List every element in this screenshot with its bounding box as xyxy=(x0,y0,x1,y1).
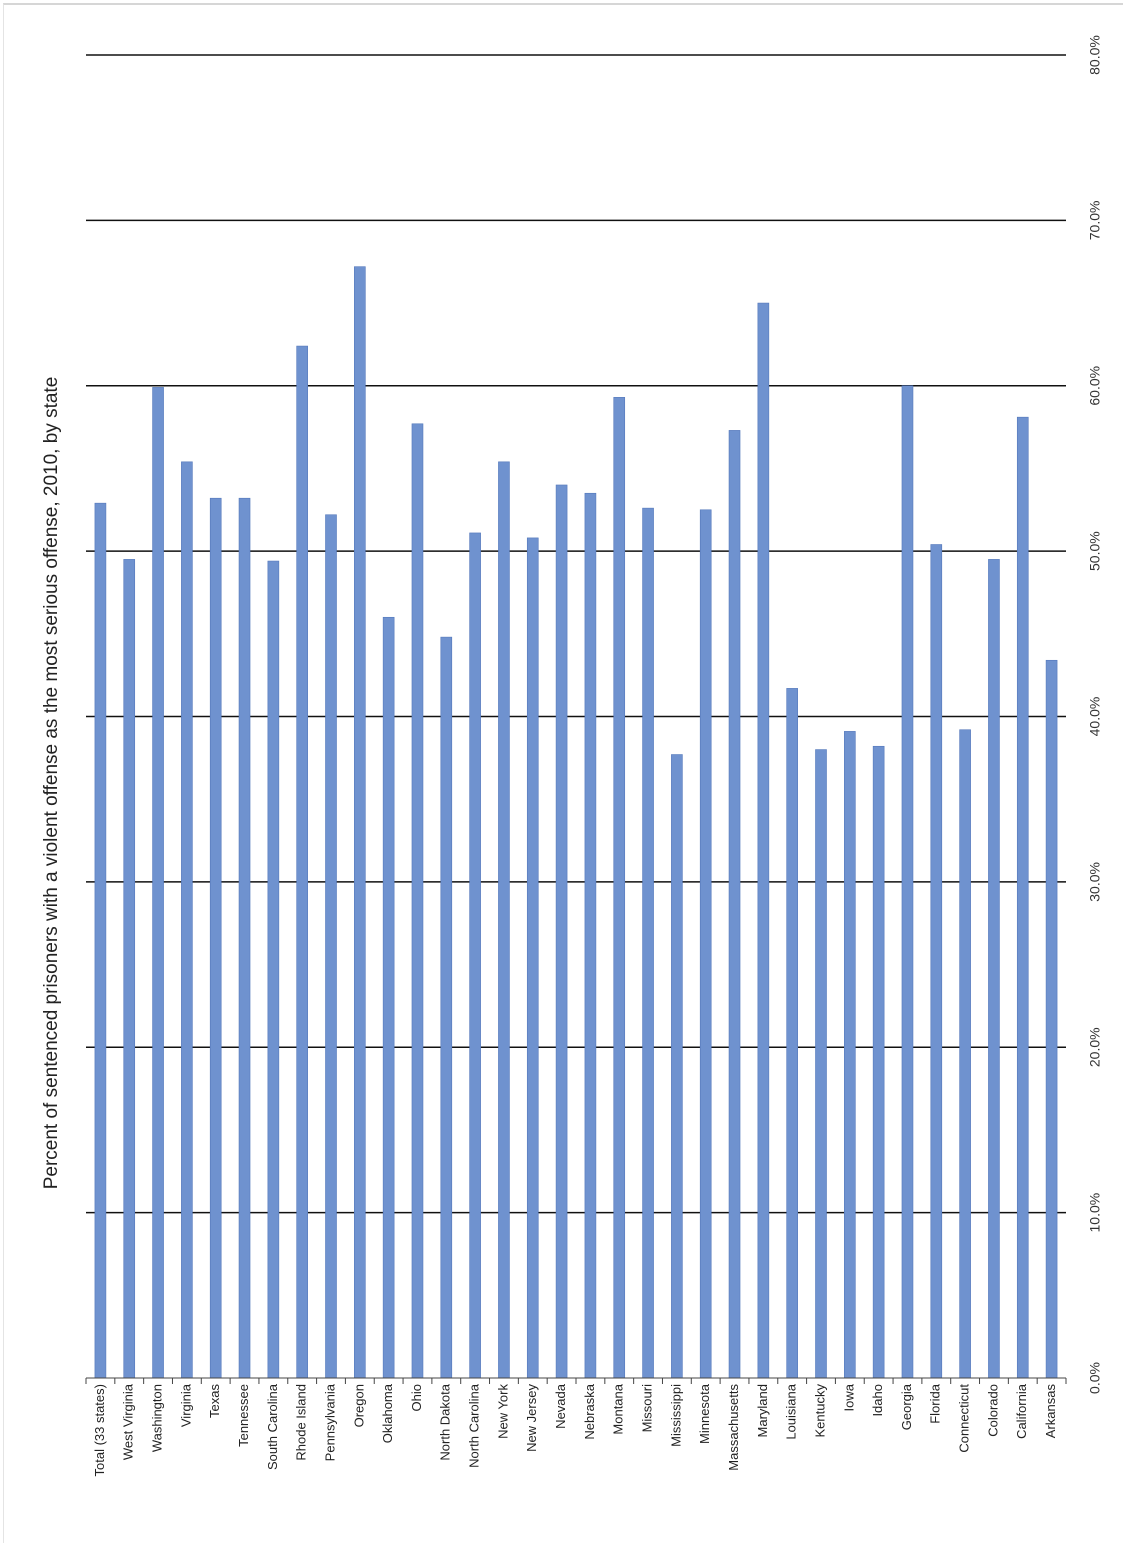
bar xyxy=(959,729,971,1379)
bar xyxy=(469,532,481,1379)
category-label: Total (33 states) xyxy=(92,1384,107,1477)
bar xyxy=(901,385,914,1379)
category-label: California xyxy=(1014,1383,1029,1439)
chart-title: Percent of sentenced prisoners with a vi… xyxy=(41,377,62,1190)
category-label: South Carolina xyxy=(265,1383,280,1470)
bar xyxy=(1016,416,1029,1379)
bar xyxy=(613,397,626,1379)
category-label: Minnesota xyxy=(697,1383,712,1444)
bar xyxy=(123,559,136,1379)
bar xyxy=(498,461,510,1379)
bar xyxy=(757,302,770,1379)
bar xyxy=(728,430,741,1379)
category-label: West Virginia xyxy=(121,1383,136,1460)
bar xyxy=(844,731,856,1379)
category-labels: Total (33 states) West Virginia Washington… xyxy=(92,1383,1058,1476)
value-tick-label: 10.0% xyxy=(1087,1193,1103,1233)
value-tick-label: 20.0% xyxy=(1087,1027,1103,1067)
axes xyxy=(85,1377,1067,1384)
category-label: Colorado xyxy=(985,1384,1000,1437)
bar xyxy=(988,559,1000,1379)
category-label: Missouri xyxy=(639,1384,654,1433)
bar xyxy=(1045,659,1058,1379)
category-label: Arkansas xyxy=(1043,1384,1058,1439)
value-tick-label: 80.0% xyxy=(1087,35,1103,75)
category-label: Virginia xyxy=(178,1383,193,1427)
category-label: Oregon xyxy=(351,1384,366,1427)
category-label: Nebraska xyxy=(582,1383,597,1439)
bar xyxy=(94,502,107,1379)
bar xyxy=(555,484,568,1379)
category-label: Georgia xyxy=(899,1383,914,1430)
bar xyxy=(411,423,424,1379)
category-label: Massachusetts xyxy=(726,1384,741,1471)
bar xyxy=(267,560,280,1379)
category-label: Ohio xyxy=(409,1384,424,1411)
bars xyxy=(94,266,1058,1379)
value-tick-labels: 0.0% 10.0% 20.0% 30.0% 40.0% 50.0% 60.0% 70.0% 8… xyxy=(1087,35,1103,1394)
category-label: Oklahoma xyxy=(380,1383,395,1443)
category-label: Mississippi xyxy=(668,1384,683,1447)
category-label: New Jersey xyxy=(524,1384,539,1452)
value-tick-label: 30.0% xyxy=(1087,862,1103,902)
category-label: Connecticut xyxy=(957,1384,972,1453)
category-label: Texas xyxy=(207,1384,222,1418)
category-label: North Dakota xyxy=(438,1383,453,1460)
bar xyxy=(152,387,164,1379)
category-label: Florida xyxy=(928,1383,943,1424)
category-label: Iowa xyxy=(841,1383,856,1411)
category-label: Nevada xyxy=(553,1383,568,1429)
value-tick-label: 70.0% xyxy=(1087,201,1103,241)
bar xyxy=(382,616,395,1379)
category-label: New York xyxy=(495,1384,510,1439)
category-label: Rhode Island xyxy=(294,1384,309,1461)
bar xyxy=(209,497,222,1379)
value-tick-label: 50.0% xyxy=(1087,531,1103,571)
value-tick-label: 40.0% xyxy=(1087,697,1103,737)
bar xyxy=(671,754,683,1379)
bar xyxy=(181,461,193,1379)
category-label: Maryland xyxy=(755,1384,770,1437)
bar xyxy=(642,507,654,1379)
bar xyxy=(526,537,539,1379)
bar xyxy=(238,497,251,1379)
gridlines xyxy=(86,54,1066,1214)
bar xyxy=(699,509,712,1379)
category-label: Idaho xyxy=(870,1384,885,1417)
bar xyxy=(354,266,366,1379)
bar xyxy=(786,688,798,1379)
bar xyxy=(440,636,453,1379)
bar xyxy=(296,345,308,1379)
value-tick-label: 0.0% xyxy=(1087,1362,1103,1394)
bar xyxy=(815,749,827,1379)
value-tick-label: 60.0% xyxy=(1087,366,1103,406)
category-label: Pennsylvania xyxy=(322,1383,337,1461)
category-label: Tennessee xyxy=(236,1384,251,1447)
category-label: Montana xyxy=(611,1383,626,1434)
category-label: Kentucky xyxy=(812,1384,827,1438)
category-label: Washington xyxy=(149,1384,164,1452)
bar xyxy=(872,745,885,1379)
category-label: Louisiana xyxy=(784,1383,799,1439)
category-label: North Carolina xyxy=(467,1383,482,1468)
bar xyxy=(584,492,597,1379)
bar xyxy=(325,514,337,1379)
bar xyxy=(930,544,943,1379)
